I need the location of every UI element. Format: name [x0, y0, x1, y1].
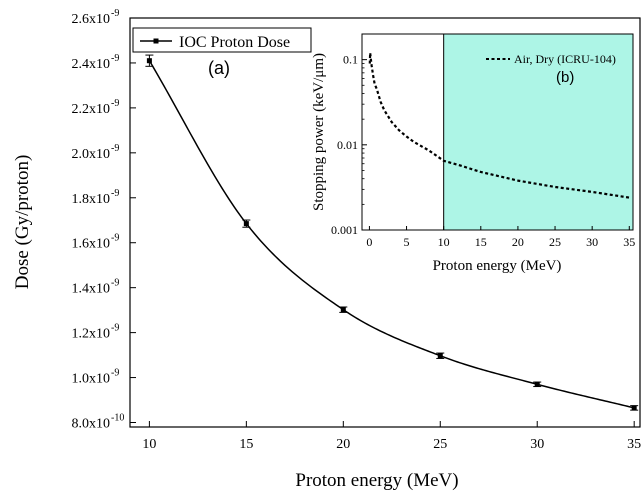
inset-shaded-region	[443, 33, 634, 231]
main-y-tick-label: 8.0x10	[72, 417, 111, 432]
main-y-tick-label: 1.2x10	[72, 327, 111, 342]
main-y-tick-label: 2.0x10	[72, 147, 111, 162]
main-legend-marker-swatch	[153, 38, 159, 44]
inset-x-tick-label: 20	[512, 235, 524, 249]
main-x-axis-title: Proton energy (MeV)	[295, 470, 458, 491]
main-x-tick-label: 20	[336, 437, 350, 452]
main-panel-label: (a)	[208, 58, 230, 78]
main-y-tick-exponent: -9	[111, 143, 119, 154]
main-legend-box	[132, 27, 312, 53]
inset-y-tick-label: 0.001	[331, 223, 358, 237]
main-legend-label: IOC Proton Dose	[179, 34, 290, 51]
main-y-tick-label: 1.6x10	[72, 237, 111, 252]
inset-x-tick-label: 30	[586, 235, 598, 249]
inset-x-tick-label: 0	[366, 235, 372, 249]
main-y-tick-exponent: -9	[111, 53, 119, 64]
inset-x-tick-label: 5	[404, 235, 410, 249]
inset-x-tick-label: 10	[438, 235, 450, 249]
main-y-tick-exponent: -9	[111, 368, 119, 379]
inset-panel-label: (b)	[556, 69, 574, 86]
main-y-tick-label: 1.0x10	[72, 372, 111, 387]
main-y-axis-title: Dose (Gy/proton)	[12, 155, 33, 290]
main-plot-frame	[129, 17, 641, 428]
inset-y-axis-title: Stopping power (keV/μm)	[311, 53, 327, 211]
main-x-tick-label: 30	[530, 437, 544, 452]
main-data-point	[146, 58, 152, 64]
main-series-line	[148, 60, 635, 409]
main-data-point	[243, 221, 249, 227]
main-data-point	[340, 307, 346, 313]
main-x-tick-label: 15	[239, 437, 253, 452]
inset-x-tick-label: 15	[475, 235, 487, 249]
inset-x-tick-label: 35	[623, 235, 635, 249]
main-y-tick-exponent: -9	[111, 233, 119, 244]
inset-frame	[361, 33, 634, 231]
inset-y-tick-label: 0.01	[337, 138, 358, 152]
main-y-tick-label: 2.6x10	[72, 12, 111, 27]
inset-series-line	[368, 52, 630, 199]
main-x-tick-label: 25	[433, 437, 447, 452]
inset-x-tick-label: 25	[549, 235, 561, 249]
main-x-tick-label: 10	[142, 437, 156, 452]
main-data-point	[437, 353, 443, 359]
main-y-tick-exponent: -9	[111, 188, 119, 199]
main-y-tick-exponent: -10	[111, 413, 124, 424]
main-x-tick-label: 35	[627, 437, 641, 452]
main-y-tick-label: 1.4x10	[72, 282, 111, 297]
main-y-tick-exponent: -9	[111, 98, 119, 109]
inset-y-tick-label: 0.1	[343, 53, 358, 67]
inset-legend-label: Air, Dry (ICRU-104)	[514, 52, 616, 66]
main-y-tick-label: 2.4x10	[72, 57, 111, 72]
main-y-tick-label: 2.2x10	[72, 102, 111, 117]
main-data-point	[631, 405, 637, 411]
inset-x-axis-title: Proton energy (MeV)	[433, 258, 562, 274]
main-plot-layer: 10 15 20 25 30 358.0x10 -101.0x10 -91.2x10 -91.4…	[72, 8, 642, 452]
main-y-tick-exponent: -9	[111, 278, 119, 289]
inset-plot-layer: 0 5 10 15 20 25 30 35 0.001 0.01 0.1	[331, 33, 635, 249]
main-y-tick-label: 1.8x10	[72, 192, 111, 207]
main-y-tick-exponent: -9	[111, 8, 119, 19]
main-y-tick-exponent: -9	[111, 323, 119, 334]
main-data-point	[534, 381, 540, 387]
